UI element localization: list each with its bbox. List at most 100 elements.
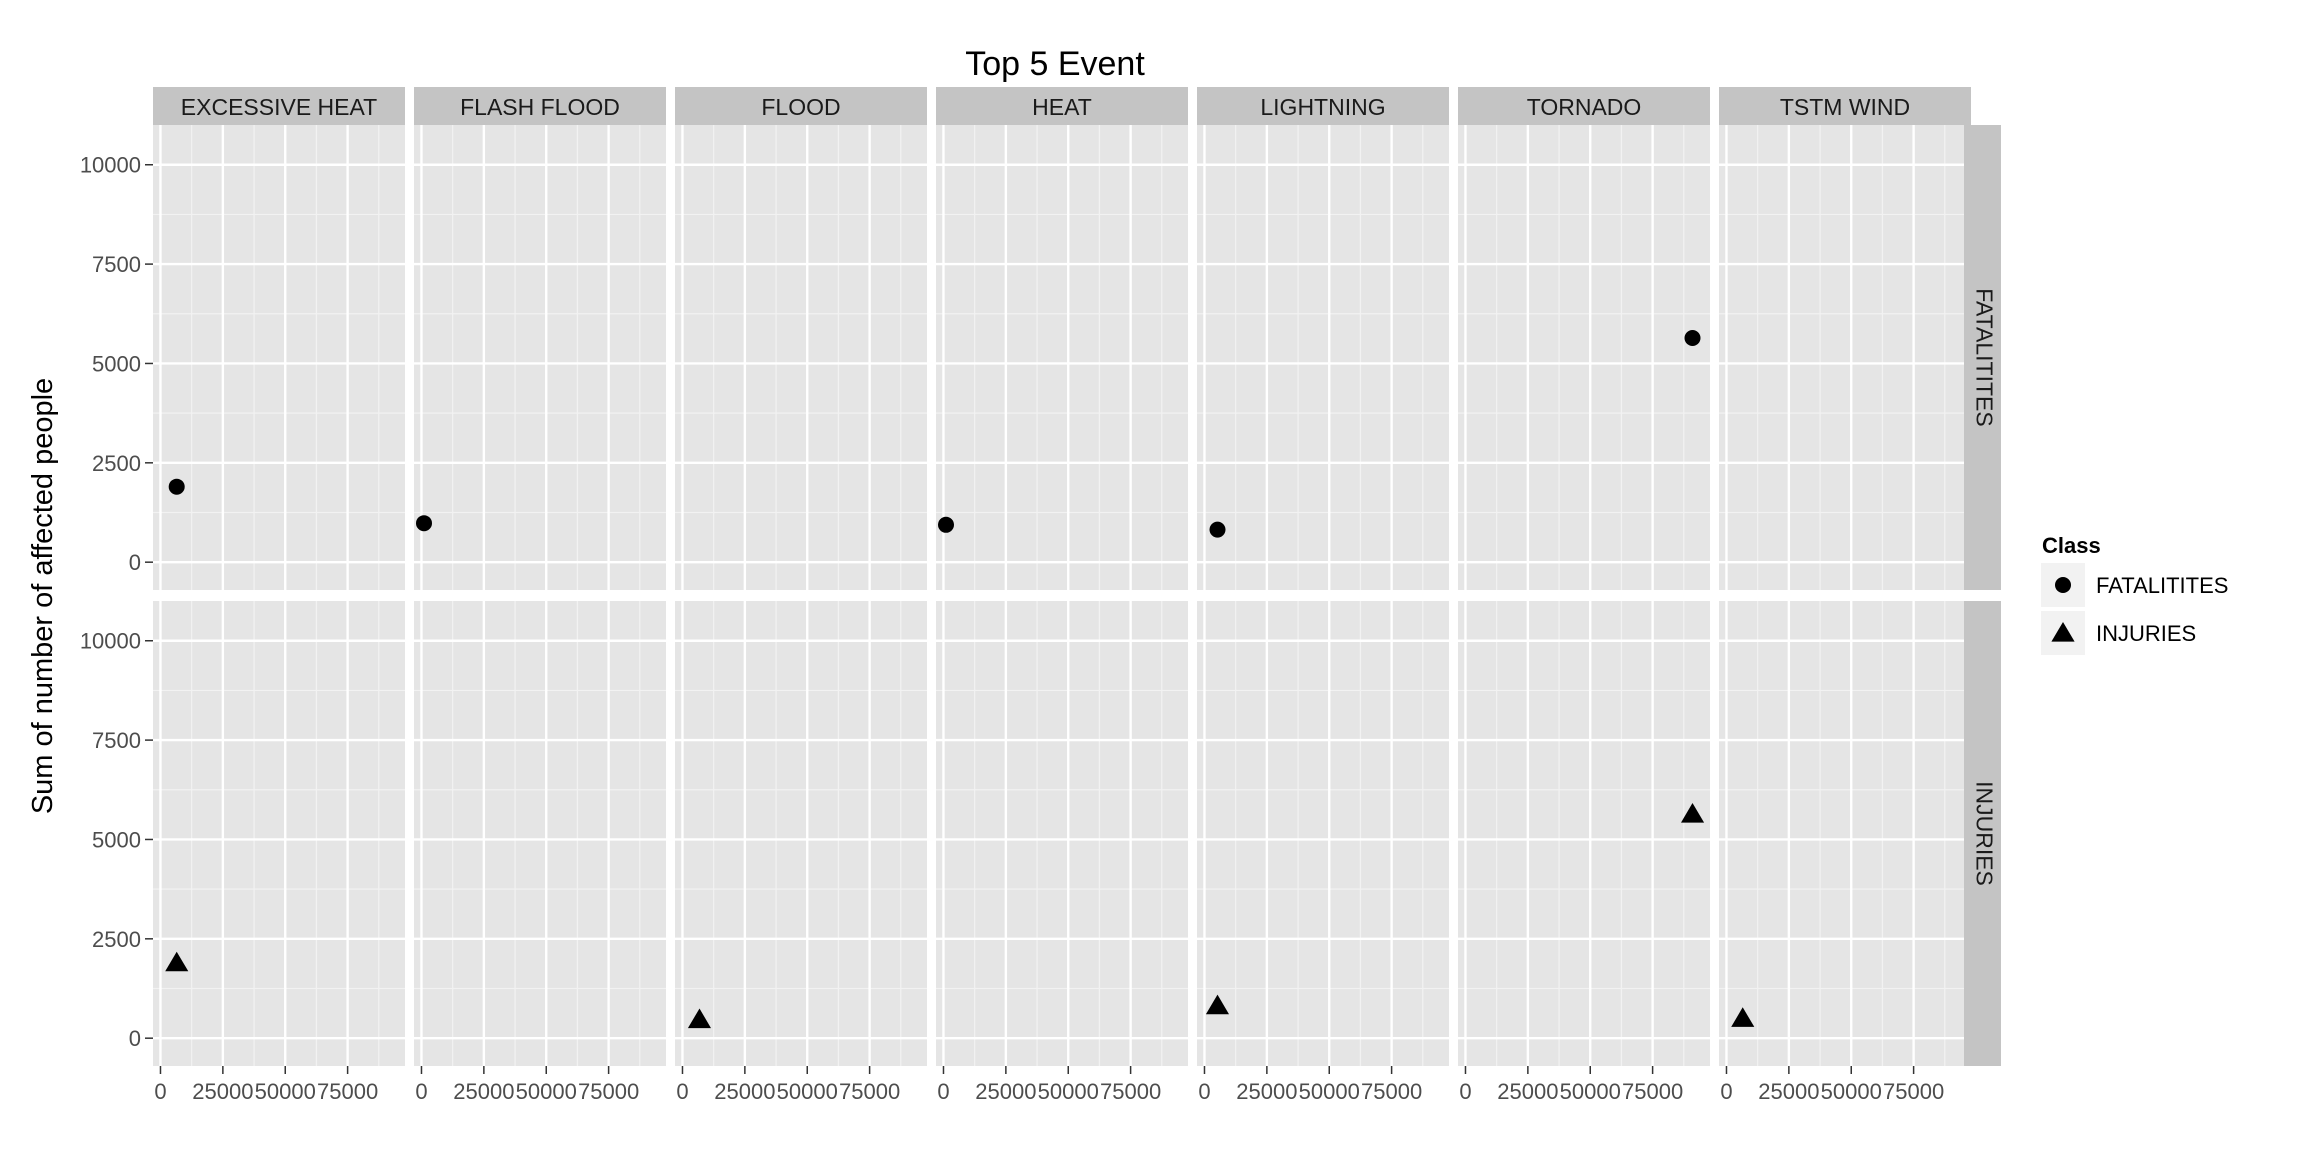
panel-heat-fatalitites [936, 125, 1188, 590]
legend-symbol-fatalitites [2055, 577, 2071, 593]
x-tick-label: 0 [1459, 1079, 1471, 1104]
facet-strip-flood [675, 87, 927, 125]
panel-tornado-injuries [1458, 601, 1710, 1066]
facet-label-tornado: TORNADO [1527, 94, 1642, 120]
legend-title: Class [2042, 533, 2101, 558]
panel-background [414, 601, 666, 1066]
x-tick-label: 0 [154, 1079, 166, 1104]
facet-label-tstm-wind: TSTM WIND [1780, 94, 1910, 120]
panel-background [1719, 125, 1971, 590]
facet-strip-fatalitites [1964, 125, 2001, 590]
data-point-injuries-flood [687, 1008, 711, 1029]
x-tick-label: 25000 [975, 1079, 1036, 1104]
panel-flash-flood-injuries [414, 601, 666, 1066]
panel-excessive-heat-injuries [153, 601, 405, 1066]
x-tick-label: 25000 [192, 1079, 253, 1104]
x-tick-label: 50000 [1299, 1079, 1360, 1104]
y-tick-label: 10000 [80, 153, 141, 178]
x-tick-label: 0 [937, 1079, 949, 1104]
panel-background [153, 601, 405, 1066]
panel-background [936, 601, 1188, 1066]
x-tick-label: 50000 [1821, 1079, 1882, 1104]
facet-label-flash-flood: FLASH FLOOD [460, 94, 620, 120]
panel-background [1458, 125, 1710, 590]
panel-background [1458, 601, 1710, 1066]
legend-label-fatalitites: FATALITITES [2096, 573, 2228, 598]
x-tick-label: 25000 [1497, 1079, 1558, 1104]
x-tick-label: 0 [1198, 1079, 1210, 1104]
y-tick-label: 5000 [92, 351, 141, 376]
y-tick-label: 5000 [92, 827, 141, 852]
x-tick-label: 50000 [777, 1079, 838, 1104]
panel-background [1719, 601, 1971, 1066]
facet-label-flood: FLOOD [761, 94, 840, 120]
x-tick-label: 50000 [1038, 1079, 1099, 1104]
y-tick-label: 0 [129, 550, 141, 575]
facet-strip-lightning [1197, 87, 1449, 125]
x-tick-label: 75000 [317, 1079, 378, 1104]
data-point-injuries-tstm-wind [1731, 1007, 1755, 1027]
x-tick-label: 50000 [1560, 1079, 1621, 1104]
y-tick-label: 2500 [92, 927, 141, 952]
x-tick-label: 0 [676, 1079, 688, 1104]
y-tick-label: 0 [129, 1026, 141, 1051]
facet-strip-excessive-heat [153, 87, 405, 125]
x-tick-label: 0 [1720, 1079, 1732, 1104]
panel-background [675, 601, 927, 1066]
facet-label-lightning: LIGHTNING [1260, 94, 1385, 120]
data-point-injuries-tornado [1681, 803, 1705, 823]
x-tick-label: 25000 [1758, 1079, 1819, 1104]
chart-title: Top 5 Event [965, 45, 1145, 83]
legend-label-injuries: INJURIES [2096, 621, 2196, 646]
facet-strip-flash-flood [414, 87, 666, 125]
panel-lightning-fatalitites [1197, 125, 1449, 590]
x-tick-label: 75000 [1100, 1079, 1161, 1104]
facet-panels: EXCESSIVE HEAT FLASH FLOOD FLOOD HEAT LIGHTN… [80, 87, 2001, 1104]
x-tick-label: 75000 [1361, 1079, 1422, 1104]
facet-label-injuries: INJURIES [1971, 781, 1997, 886]
y-tick-label: 7500 [92, 252, 141, 277]
x-tick-label: 25000 [714, 1079, 775, 1104]
x-tick-label: 75000 [1883, 1079, 1944, 1104]
x-tick-label: 75000 [1622, 1079, 1683, 1104]
panel-background [153, 125, 405, 590]
y-tick-label: 10000 [80, 629, 141, 654]
panel-flash-flood-fatalitites [414, 125, 666, 590]
panel-background [1197, 125, 1449, 590]
y-axis-title: Sum of number of affected people [27, 378, 59, 814]
panel-background [936, 125, 1188, 590]
legend-symbol-injuries [2051, 622, 2075, 642]
x-tick-label: 0 [415, 1079, 427, 1104]
panel-lightning-injuries [1197, 601, 1449, 1066]
panel-excessive-heat-fatalitites [153, 125, 405, 590]
y-tick-label: 2500 [92, 451, 141, 476]
panel-background [414, 125, 666, 590]
legend: Class FATALITITES INJURIES [2041, 533, 2228, 655]
facet-label-excessive-heat: EXCESSIVE HEAT [181, 94, 377, 120]
facet-strip-tstm-wind [1719, 87, 1971, 125]
x-tick-label: 50000 [516, 1079, 577, 1104]
facet-label-fatalitites: FATALITITES [1971, 288, 1997, 426]
panel-background [675, 125, 927, 590]
data-point-injuries-excessive-heat [165, 951, 189, 972]
data-point-fatalitites-tornado [1684, 330, 1701, 346]
x-tick-label: 75000 [578, 1079, 639, 1104]
panel-tstm-wind-fatalitites [1719, 125, 1971, 590]
data-point-fatalitites-lightning [1209, 521, 1226, 538]
x-tick-label: 50000 [255, 1079, 316, 1104]
panel-flood-injuries [675, 601, 927, 1066]
panel-tstm-wind-injuries [1719, 601, 1971, 1066]
x-tick-label: 25000 [1236, 1079, 1297, 1104]
panel-tornado-fatalitites [1458, 125, 1710, 590]
data-point-fatalitites-excessive-heat [168, 478, 185, 495]
panel-background [1197, 601, 1449, 1066]
data-point-injuries-lightning [1205, 994, 1229, 1015]
facet-strip-tornado [1458, 87, 1710, 125]
facet-label-heat: HEAT [1032, 94, 1092, 120]
facet-strip-heat [936, 87, 1188, 125]
data-point-fatalitites-heat [938, 516, 954, 533]
panel-flood-fatalitites [675, 125, 927, 590]
panel-heat-injuries [936, 601, 1188, 1066]
